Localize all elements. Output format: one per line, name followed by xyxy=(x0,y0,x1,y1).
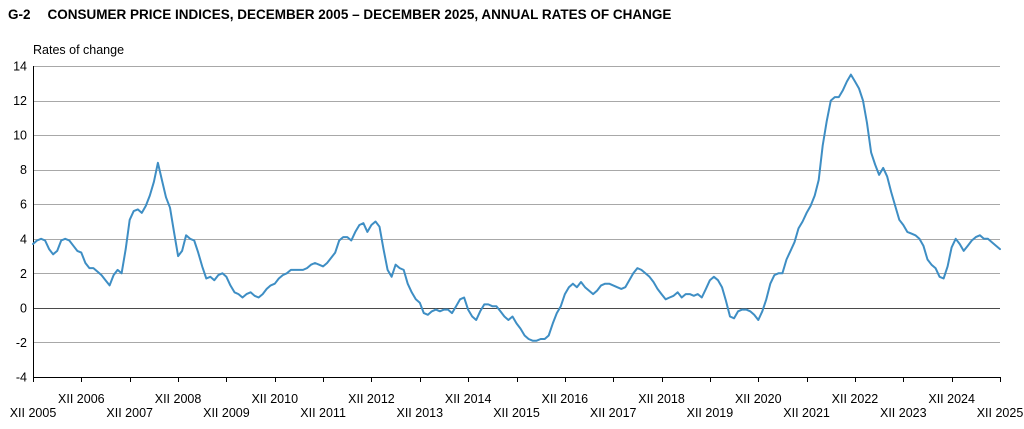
x-tick-label: XII 2021 xyxy=(783,406,830,420)
x-tick-label: XII 2019 xyxy=(687,406,734,420)
y-tick-label: 10 xyxy=(13,129,27,143)
y-tick-label: 6 xyxy=(20,198,27,212)
y-tick-label: 12 xyxy=(13,94,27,108)
x-tick-label: XII 2015 xyxy=(493,406,540,420)
x-tick-label: XII 2023 xyxy=(880,406,927,420)
x-tick-label: XII 2024 xyxy=(928,392,975,406)
chart-code: G-2 xyxy=(8,7,31,22)
x-tick-label: XII 2008 xyxy=(155,392,202,406)
y-tick-label: 8 xyxy=(20,163,27,177)
x-tick-label: XII 2020 xyxy=(735,392,782,406)
y-tick-label: -2 xyxy=(16,336,27,350)
x-tick-label: XII 2014 xyxy=(445,392,492,406)
y-tick-label: -4 xyxy=(16,371,27,385)
x-tick-label: XII 2017 xyxy=(590,406,637,420)
x-tick-label: XII 2011 xyxy=(300,406,346,420)
x-tick-label: XII 2007 xyxy=(106,406,153,420)
cpi-series-line xyxy=(32,73,1001,342)
chart-title-text: CONSUMER PRICE INDICES, DECEMBER 2005 – … xyxy=(47,7,672,22)
x-tick-label: XII 2022 xyxy=(832,392,879,406)
x-tick-label: XII 2013 xyxy=(397,406,444,420)
y-tick-label: 0 xyxy=(20,301,27,315)
x-tick-label: XII 2025 xyxy=(977,406,1024,420)
y-tick-label: 14 xyxy=(13,60,27,74)
y-axis-caption: Rates of change xyxy=(33,43,125,57)
x-tick-label: XII 2005 xyxy=(10,406,57,420)
x-tick-label: XII 2012 xyxy=(348,392,395,406)
y-tick-label: 4 xyxy=(20,232,27,246)
x-tick-label: XII 2016 xyxy=(542,392,589,406)
chart-title: G-2 CONSUMER PRICE INDICES, DECEMBER 2005… xyxy=(8,7,671,22)
y-tick-label: 2 xyxy=(20,267,27,281)
x-tick-label: XII 2006 xyxy=(58,392,105,406)
x-tick-label: XII 2018 xyxy=(638,392,685,406)
x-tick-label: XII 2009 xyxy=(203,406,250,420)
x-tick-label: XII 2010 xyxy=(251,392,298,406)
